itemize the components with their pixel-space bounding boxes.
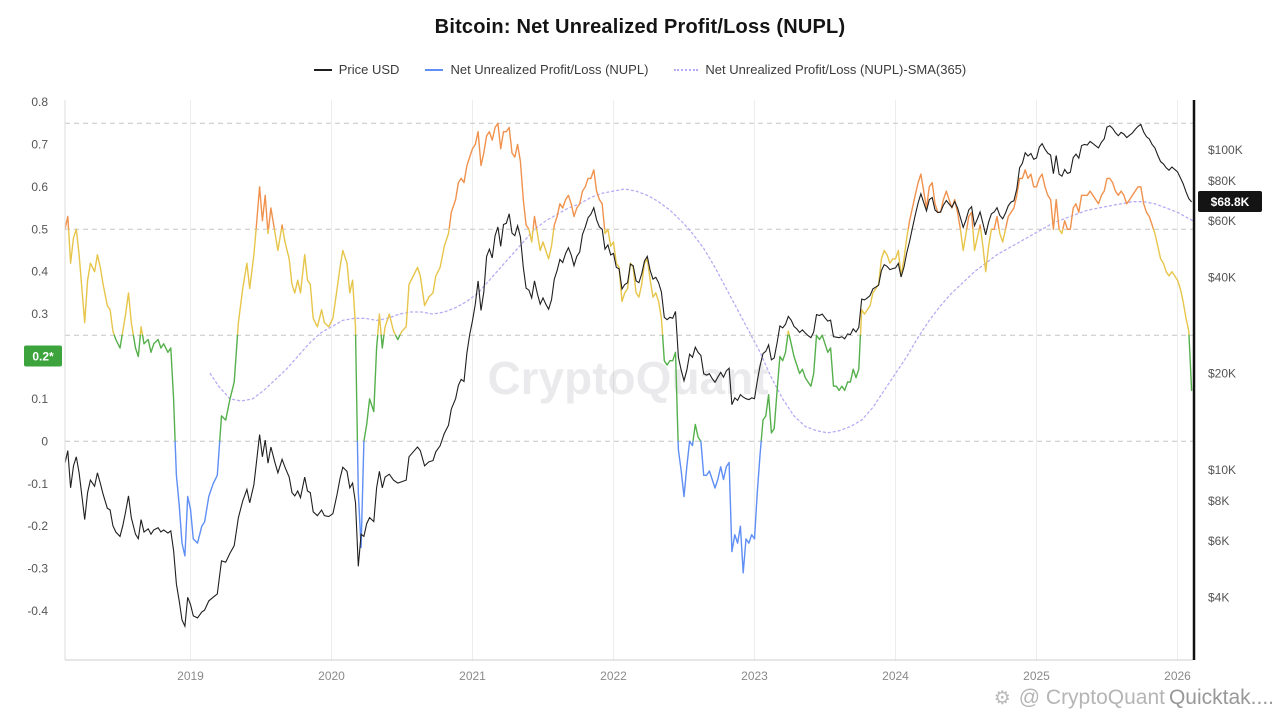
legend-item-nupl-sma365[interactable]: Net Unrealized Profit/Loss (NUPL)-SMA(36… xyxy=(674,62,966,77)
svg-text:0.3: 0.3 xyxy=(31,307,48,321)
nupl-series xyxy=(64,122,1193,574)
svg-text:$4K: $4K xyxy=(1208,590,1229,604)
svg-text:-0.2: -0.2 xyxy=(27,519,48,533)
legend-label-nupl-sma365: Net Unrealized Profit/Loss (NUPL)-SMA(36… xyxy=(705,62,967,77)
svg-text:$20K: $20K xyxy=(1208,367,1236,381)
footer-watermark: ⚙ @ CryptoQuant Quicktak.... xyxy=(994,686,1274,710)
price-last-value-badge: $68.8K xyxy=(1198,191,1262,212)
svg-text:2022: 2022 xyxy=(600,669,627,683)
legend-item-nupl[interactable]: Net Unrealized Profit/Loss (NUPL) xyxy=(425,62,648,77)
chart-title: Bitcoin: Net Unrealized Profit/Loss (NUP… xyxy=(434,16,846,38)
left-axis-labels: 0.80.70.60.50.40.30.20.10-0.1-0.2-0.3-0.… xyxy=(27,95,48,618)
svg-text:0.2*: 0.2* xyxy=(32,350,54,364)
svg-text:2023: 2023 xyxy=(741,669,768,683)
legend-label-price-usd: Price USD xyxy=(338,62,400,77)
svg-text:CryptoQuant: CryptoQuant xyxy=(487,352,768,404)
gear-icon: ⚙ xyxy=(993,688,1011,709)
svg-text:$6K: $6K xyxy=(1208,534,1229,548)
svg-text:2019: 2019 xyxy=(177,669,204,683)
svg-text:0.5: 0.5 xyxy=(31,222,48,236)
price-series xyxy=(64,123,1193,629)
svg-text:2021: 2021 xyxy=(459,669,486,683)
svg-text:$10K: $10K xyxy=(1208,463,1236,477)
svg-text:$40K: $40K xyxy=(1208,270,1236,284)
legend-item-price-usd[interactable]: Price USD xyxy=(313,62,400,77)
svg-text:-0.1: -0.1 xyxy=(27,477,48,491)
footer-watermark-suffix: Quicktak.... xyxy=(1168,686,1274,709)
chart-legend: Price USD Net Unrealized Profit/Loss (NU… xyxy=(0,62,1280,77)
year-gridlines xyxy=(189,100,1178,660)
svg-text:0.4: 0.4 xyxy=(31,265,48,279)
nupl-last-value-badge: 0.2* xyxy=(24,345,62,367)
sma-line-swatch-icon xyxy=(674,68,699,71)
svg-text:$80K: $80K xyxy=(1208,174,1236,188)
right-axis-labels: $100K $80K $60K $40K $20K $10K $8K $6K $4K xyxy=(1208,143,1243,604)
svg-text:2024: 2024 xyxy=(882,669,909,683)
svg-text:0.1: 0.1 xyxy=(31,392,48,406)
nupl-sma365-series xyxy=(209,188,1194,434)
svg-text:2025: 2025 xyxy=(1023,669,1050,683)
svg-text:$8K: $8K xyxy=(1208,494,1229,508)
svg-text:0.8: 0.8 xyxy=(31,95,48,109)
footer-watermark-text: @ CryptoQuant xyxy=(1018,686,1165,709)
price-line-swatch-icon xyxy=(313,68,332,71)
nupl-line-swatch-icon xyxy=(425,68,444,71)
svg-text:$100K: $100K xyxy=(1208,143,1243,157)
svg-text:2026: 2026 xyxy=(1164,669,1191,683)
legend-label-nupl: Net Unrealized Profit/Loss (NUPL) xyxy=(450,62,649,77)
svg-text:$68.8K: $68.8K xyxy=(1211,195,1250,209)
svg-text:0: 0 xyxy=(41,434,48,448)
center-watermark: CryptoQuant xyxy=(487,352,768,404)
svg-text:0.6: 0.6 xyxy=(31,180,48,194)
svg-text:0.7: 0.7 xyxy=(31,137,48,151)
plot-borders xyxy=(64,100,1196,661)
svg-text:-0.4: -0.4 xyxy=(27,604,48,618)
x-axis-labels: 2019 2020 2021 2022 2023 2024 2025 2026 xyxy=(177,669,1191,683)
svg-text:-0.3: -0.3 xyxy=(27,562,48,576)
svg-text:2020: 2020 xyxy=(318,669,345,683)
svg-text:$60K: $60K xyxy=(1208,214,1236,228)
